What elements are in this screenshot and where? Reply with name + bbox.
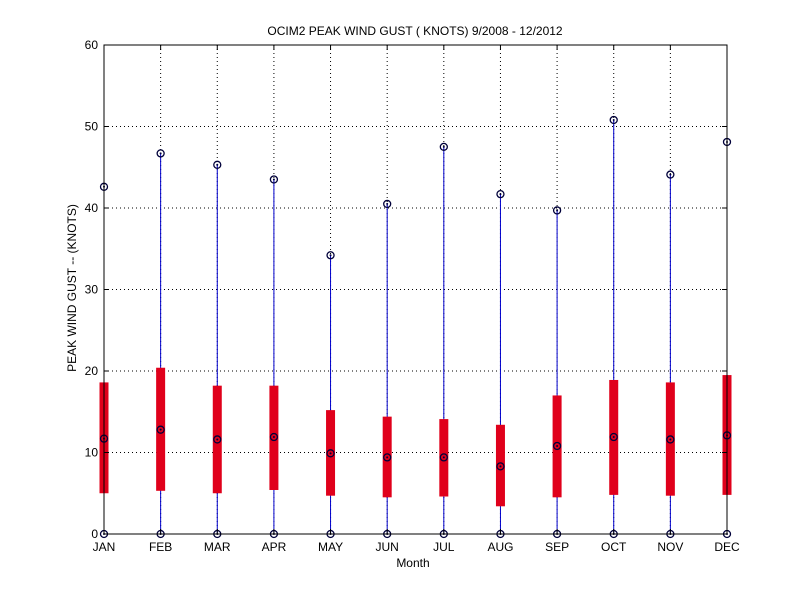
y-tick-label: 40 — [85, 201, 99, 215]
median-marker-dot — [556, 444, 559, 447]
x-tick-label: AUG — [487, 540, 513, 554]
y-tick-label: 60 — [85, 38, 99, 52]
x-tick-label: DEC — [714, 540, 740, 554]
median-marker — [269, 432, 279, 442]
x-tick-label: JUN — [376, 540, 399, 554]
max-marker-dot — [499, 193, 502, 196]
median-marker — [439, 453, 448, 462]
x-tick-label: JUL — [433, 540, 455, 554]
median-marker-dot — [386, 456, 389, 459]
max-marker — [609, 115, 618, 125]
y-tick-label: 30 — [85, 283, 99, 297]
median-marker-dot — [499, 465, 502, 468]
x-tick-label: OCT — [601, 540, 627, 554]
median-marker — [552, 441, 562, 451]
max-marker — [496, 189, 505, 199]
x-tick-label: APR — [262, 540, 287, 554]
y-tick-label: 50 — [85, 120, 99, 134]
median-marker-dot — [216, 438, 219, 441]
median-marker-dot — [272, 436, 275, 439]
chart-title: OCIM2 PEAK WIND GUST ( KNOTS) 9/2008 - 1… — [267, 24, 563, 38]
median-marker-dot — [442, 456, 445, 459]
median-marker — [213, 435, 222, 444]
max-marker-dot — [272, 178, 275, 181]
max-marker — [383, 199, 392, 209]
max-marker — [156, 149, 165, 158]
x-ticks: JAN FEB MAR APR MAY JUN JUL AUG SEP OCT NOV DEC — [93, 45, 740, 554]
median-marker — [609, 432, 618, 442]
median-marker — [666, 435, 675, 444]
x-tick-label: SEP — [545, 540, 569, 554]
plot-area — [104, 45, 727, 534]
max-marker-dot — [442, 145, 445, 148]
max-marker-dot — [329, 254, 332, 257]
median-marker — [496, 462, 505, 471]
max-marker — [552, 206, 562, 215]
median-marker-dot — [329, 452, 332, 455]
max-marker — [213, 160, 222, 169]
max-marker-dot — [669, 173, 672, 176]
x-tick-label: MAY — [318, 540, 343, 554]
max-marker-dot — [216, 163, 219, 166]
x-tick-label: MAR — [204, 540, 231, 554]
median-marker — [326, 449, 335, 458]
max-marker-dot — [159, 152, 162, 155]
max-marker-dot — [386, 202, 389, 205]
median-marker-dot — [669, 438, 672, 441]
x-tick-label: FEB — [149, 540, 172, 554]
max-marker-dot — [612, 118, 615, 121]
max-marker-dot — [556, 209, 559, 212]
median-marker — [156, 425, 165, 434]
y-tick-label: 0 — [91, 527, 98, 541]
x-tick-label: JAN — [93, 540, 116, 554]
y-axis-title: PEAK WIND GUST -- (KNOTS) — [65, 204, 79, 372]
y-tick-label: 20 — [85, 364, 99, 378]
median-marker-dot — [159, 428, 162, 431]
max-marker — [326, 251, 335, 260]
median-marker-dot — [612, 436, 615, 439]
max-marker — [269, 175, 279, 184]
median-marker — [383, 453, 392, 462]
y-ticks: 0 10 20 30 40 50 60 — [85, 38, 727, 541]
y-tick-label: 10 — [85, 446, 99, 460]
max-marker — [666, 170, 675, 179]
max-marker — [439, 142, 448, 152]
x-tick-label: NOV — [657, 540, 683, 554]
x-axis-title: Month — [396, 556, 429, 570]
